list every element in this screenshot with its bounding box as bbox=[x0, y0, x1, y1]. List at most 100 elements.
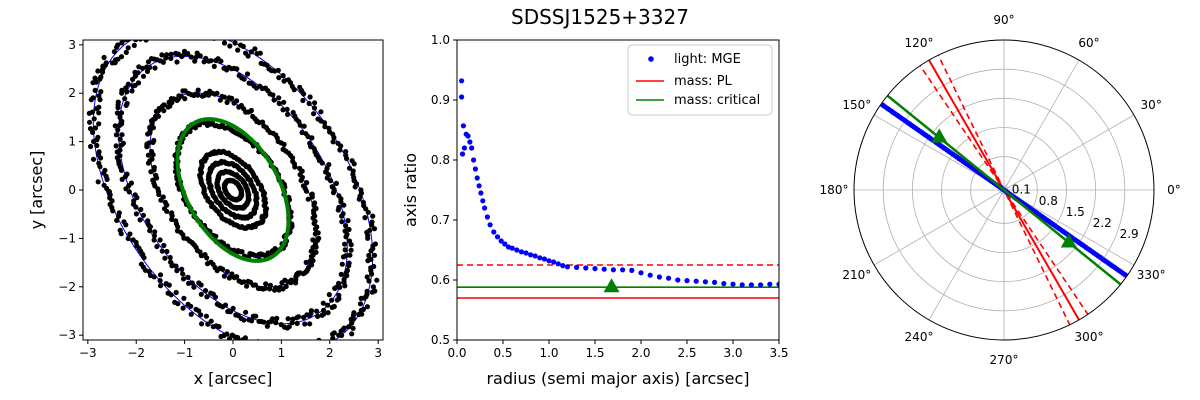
light-point bbox=[541, 256, 548, 262]
isophote-point bbox=[180, 88, 186, 94]
contour-ytick-label: 1 bbox=[68, 135, 76, 149]
isophote-point bbox=[113, 143, 119, 149]
isophote-point bbox=[90, 80, 96, 86]
polar-outer-frame bbox=[853, 39, 1155, 341]
isophote-point bbox=[174, 268, 180, 274]
light-point bbox=[528, 252, 534, 258]
isophote-point bbox=[133, 211, 139, 217]
polar-theta-label: 60° bbox=[1078, 36, 1099, 50]
isophote-point bbox=[169, 216, 175, 222]
isophote-point bbox=[366, 278, 372, 284]
light-point bbox=[484, 214, 490, 220]
axis-ratio-xtick-label: 0.0 bbox=[447, 346, 466, 360]
isophote-point bbox=[360, 306, 366, 312]
contour-ytick-label: 2 bbox=[68, 86, 76, 100]
isophote-point bbox=[280, 107, 286, 113]
isophote-point bbox=[101, 54, 107, 61]
light-point bbox=[647, 272, 653, 278]
isophote-point bbox=[271, 97, 277, 103]
isophote-point bbox=[343, 253, 349, 259]
isophote-point bbox=[150, 139, 156, 145]
isophote-point bbox=[116, 213, 122, 219]
isophote-point bbox=[118, 167, 125, 173]
isophote-point bbox=[307, 94, 313, 100]
isophote-point bbox=[241, 279, 247, 285]
light-point bbox=[564, 264, 571, 270]
isophote-point bbox=[125, 45, 131, 51]
axis-ratio-xlabel: radius (semi major axis) [arcsec] bbox=[486, 369, 749, 388]
isophote-point bbox=[231, 100, 237, 106]
isophote-point bbox=[119, 90, 125, 96]
isophote-point bbox=[136, 64, 142, 70]
light-point bbox=[546, 258, 552, 264]
isophote-point bbox=[97, 164, 103, 170]
isophote-point bbox=[324, 165, 330, 172]
isophote-point bbox=[114, 110, 120, 116]
isophote-point bbox=[349, 320, 355, 326]
axis-ratio-xtick-label: 1.5 bbox=[585, 346, 604, 360]
isophote-point bbox=[123, 102, 129, 108]
isophote-point bbox=[345, 218, 351, 224]
isophote-point bbox=[92, 125, 99, 131]
isophote-point bbox=[294, 320, 300, 326]
contour-xtick-label: −3 bbox=[79, 346, 97, 360]
isophote-point bbox=[226, 95, 232, 101]
isophote-point bbox=[329, 184, 335, 190]
isophote-point bbox=[341, 276, 347, 282]
isophote-point bbox=[173, 50, 179, 57]
polar-theta-label: 0° bbox=[1167, 183, 1181, 197]
isophote-point bbox=[311, 105, 318, 111]
isophote-point bbox=[180, 271, 186, 277]
model-contour-4 bbox=[175, 122, 291, 258]
light-point bbox=[465, 133, 471, 139]
axis-ratio-ytick-label: 0.8 bbox=[431, 153, 450, 167]
isophote-point bbox=[372, 288, 378, 294]
isophote-point bbox=[236, 104, 242, 110]
isophote-point bbox=[314, 308, 320, 314]
isophote-point bbox=[307, 140, 313, 146]
isophote-point bbox=[174, 31, 179, 36]
axis-ratio-ytick-label: 0.9 bbox=[431, 93, 450, 107]
isophote-point bbox=[122, 96, 128, 102]
isophote-point bbox=[321, 311, 327, 317]
critical-pa-marker bbox=[1060, 233, 1077, 248]
isophote-point bbox=[339, 332, 345, 338]
isophote-point bbox=[145, 131, 151, 137]
isophote-point bbox=[114, 217, 120, 223]
isophote-point bbox=[95, 68, 101, 74]
polar-theta-label: 150° bbox=[842, 98, 871, 112]
isophote-point bbox=[212, 294, 219, 300]
isophote-point bbox=[163, 55, 169, 61]
isophote-point bbox=[312, 100, 318, 106]
isophote-point bbox=[370, 284, 376, 290]
legend-label-pl: mass: PL bbox=[674, 74, 733, 89]
critical-pa-line bbox=[874, 85, 1134, 295]
isophote-point bbox=[276, 100, 282, 107]
isophote-point bbox=[224, 331, 230, 337]
isophote-point bbox=[342, 241, 348, 247]
isophote-point bbox=[366, 252, 372, 259]
isophote-point bbox=[351, 310, 357, 316]
light-point bbox=[460, 123, 466, 129]
isophote-point bbox=[316, 235, 322, 241]
isophote-point bbox=[179, 31, 184, 36]
isophote-point bbox=[308, 308, 314, 314]
isophote-point bbox=[201, 59, 207, 65]
isophote-point bbox=[324, 339, 327, 340]
isophote-point bbox=[262, 349, 267, 354]
light-point bbox=[712, 279, 718, 285]
isophote-point bbox=[160, 31, 165, 36]
isophote-point bbox=[269, 316, 275, 322]
isophote-point bbox=[364, 304, 370, 310]
isophote-point bbox=[164, 208, 170, 214]
isophote-point bbox=[258, 60, 264, 66]
isophote-point bbox=[179, 266, 185, 272]
isophote-point bbox=[147, 228, 153, 234]
isophote-point bbox=[134, 195, 140, 201]
isophote-point bbox=[284, 106, 290, 112]
isophote-point bbox=[299, 353, 304, 358]
isophote-point bbox=[341, 202, 347, 208]
isophote-point bbox=[205, 321, 211, 327]
isophote-point bbox=[98, 155, 104, 161]
isophote-point bbox=[253, 313, 259, 319]
